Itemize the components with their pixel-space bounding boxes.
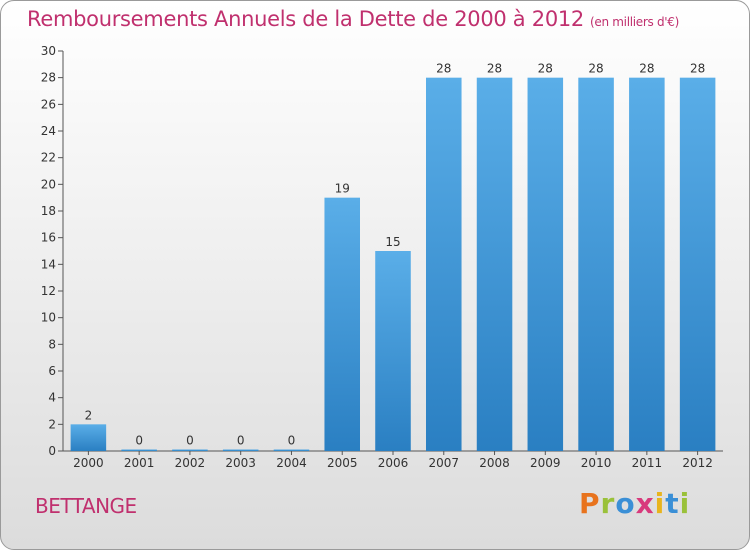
y-tick-label: 22 [41,151,56,165]
x-tick-label: 2009 [530,456,561,470]
bar-value-label: 28 [690,62,705,76]
y-tick-label: 24 [41,124,56,138]
logo-letter: i [654,487,666,520]
bar [578,77,614,452]
bar [375,251,411,451]
bar-value-label: 0 [237,434,245,448]
logo-letter: x [635,487,655,520]
bar [70,424,107,451]
proxiti-logo: Proxiti [579,487,690,520]
bar [629,77,665,452]
bar [476,77,513,452]
bar-value-label: 0 [186,434,194,448]
logo-letter: P [579,487,601,520]
x-tick-label: 2002 [175,456,206,470]
y-tick-label: 20 [41,177,56,191]
y-tick-label: 0 [48,444,56,458]
bar-value-label: 2 [85,408,93,422]
y-tick-label: 6 [48,364,56,378]
bar-value-label: 28 [588,62,603,76]
logo-letter: t [665,487,680,520]
bar [324,197,360,451]
bar [679,77,716,452]
x-tick-label: 2004 [276,456,307,470]
bar-value-label: 0 [135,434,143,448]
x-tick-label: 2001 [124,456,155,470]
x-tick-label: 2000 [73,456,104,470]
x-tick-label: 2005 [327,456,358,470]
x-tick-label: 2008 [479,456,510,470]
bar-value-label: 28 [487,62,502,76]
y-tick-label: 2 [48,417,56,431]
x-tick-label: 2011 [632,456,663,470]
y-tick-label: 10 [41,311,56,325]
y-tick-label: 26 [41,97,56,111]
logo-letter: i [679,487,691,520]
bar-value-label: 19 [335,182,350,196]
chart-title: Remboursements Annuels de la Dette de 20… [27,7,679,31]
y-tick-label: 4 [48,391,56,405]
bar [426,77,462,452]
bar [527,77,564,452]
y-tick-label: 14 [41,257,56,271]
bar [222,449,259,451]
x-tick-label: 2007 [428,456,459,470]
x-tick-label: 2003 [225,456,256,470]
bar [273,449,310,451]
y-tick-label: 8 [48,337,56,351]
bar [121,449,157,451]
bar-value-label: 15 [385,235,400,249]
logo-letter: r [600,487,616,520]
y-tick-label: 16 [41,231,56,245]
x-tick-label: 2010 [581,456,612,470]
bar [172,449,208,451]
x-tick-label: 2006 [378,456,409,470]
x-tick-label: 2012 [682,456,713,470]
chart-subtitle: (en milliers d'€) [590,15,680,29]
bar-value-label: 28 [538,62,553,76]
y-tick-label: 18 [41,204,56,218]
y-tick-label: 28 [41,71,56,85]
bar-value-label: 0 [288,434,296,448]
y-tick-label: 12 [41,284,56,298]
bar-value-label: 28 [639,62,654,76]
bar-value-label: 28 [436,62,451,76]
y-tick-label: 30 [41,44,56,58]
chart-title-text: Remboursements Annuels de la Dette de 20… [27,7,584,31]
commune-name: BETTANGE [35,494,137,518]
logo-letter: o [615,487,636,520]
